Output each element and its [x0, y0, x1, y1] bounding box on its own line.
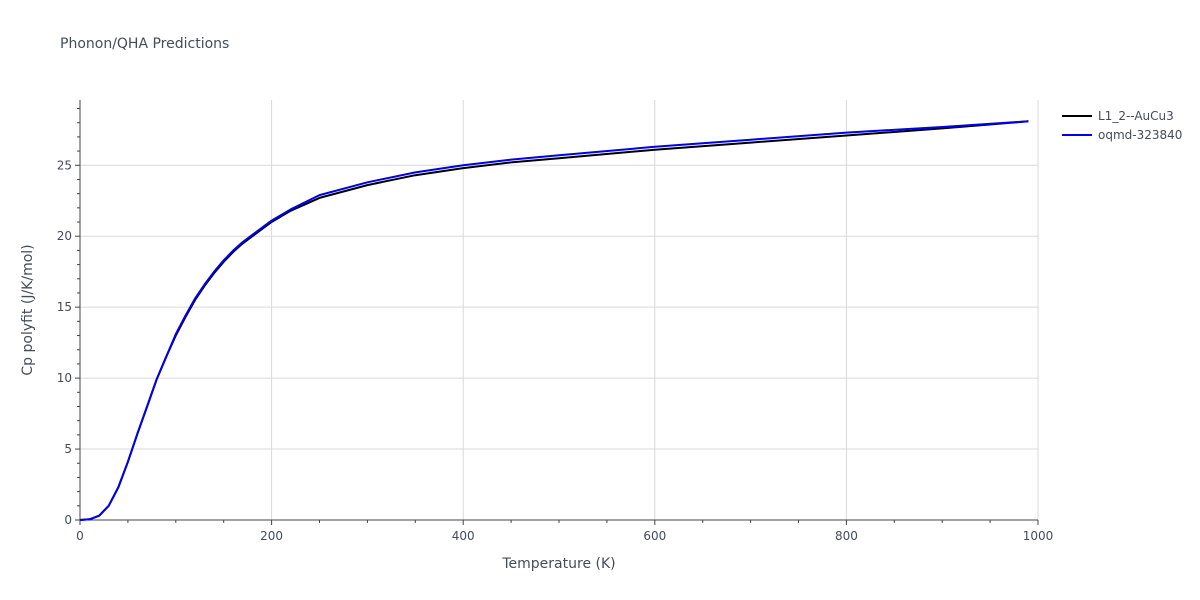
legend-swatch-0 [1062, 114, 1092, 117]
x-tick-label: 0 [76, 529, 84, 543]
y-tick-label: 20 [57, 229, 72, 243]
y-tick-label: 10 [57, 371, 72, 385]
legend-label-1: oqmd-323840 [1098, 127, 1183, 142]
x-tick-label: 400 [452, 529, 475, 543]
y-axis-label: Cp polyfit (J/K/mol) [20, 244, 36, 375]
legend-item-1[interactable]: oqmd-323840 [1062, 125, 1182, 144]
grid-layer [80, 100, 1039, 520]
series-layer [79, 120, 1029, 521]
x-tick-label: 1000 [1023, 529, 1054, 543]
legend-swatch-1 [1062, 133, 1092, 136]
y-tick-label: 15 [57, 300, 72, 314]
x-tick-label: 200 [260, 529, 283, 543]
x-tick-label: 800 [835, 529, 858, 543]
series-line-0 [79, 120, 1029, 521]
y-tick-label: 25 [57, 158, 72, 172]
y-tick-label: 5 [64, 442, 72, 456]
y-tick-label: 0 [64, 513, 72, 527]
legend-label-0: L1_2--AuCu3 [1098, 108, 1174, 123]
legend[interactable]: L1_2--AuCu3 oqmd-323840 [1062, 106, 1182, 144]
legend-item-0[interactable]: L1_2--AuCu3 [1062, 106, 1182, 125]
x-axis-label: Temperature (K) [501, 556, 615, 572]
series-line-1 [79, 120, 1029, 521]
axis-layer: 0 200 400 600 800 1000 0 5 10 15 20 25 [57, 100, 1054, 543]
x-tick-label: 600 [643, 529, 666, 543]
chart-title: Phonon/QHA Predictions [60, 36, 230, 52]
